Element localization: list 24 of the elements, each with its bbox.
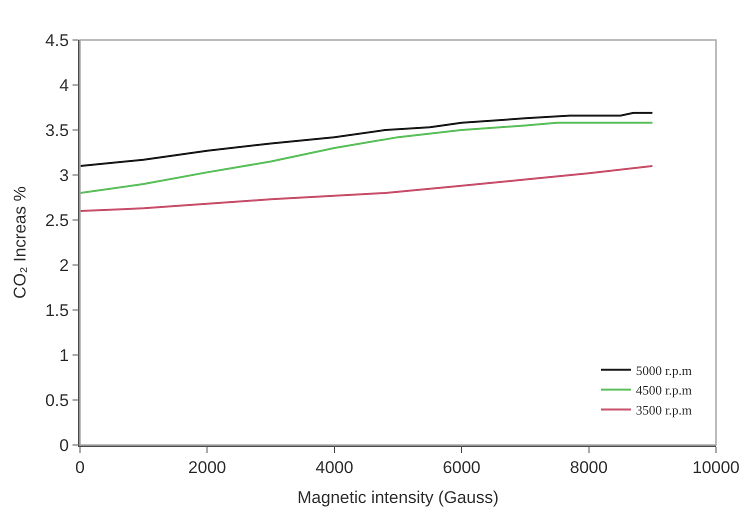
legend-label: 4500 r.p.m (636, 382, 692, 398)
x-axis-title: Magnetic intensity (Gauss) (297, 488, 499, 508)
x-tick-label: 10000 (692, 458, 740, 478)
y-tick-label: 1 (59, 346, 69, 365)
y-tick-label: 4.5 (45, 30, 69, 50)
y-tick-label: 4 (59, 76, 69, 95)
y-tick-label: 3 (59, 166, 69, 185)
line-series (80, 165, 654, 212)
y-axis-title: CO₂ Increas % (10, 186, 30, 299)
x-tick-label: 0 (75, 458, 85, 478)
y-tick-label: 0.5 (45, 390, 69, 410)
y-tick-label: 2 (59, 256, 69, 275)
y-tick-label: 0 (59, 436, 69, 455)
x-tick-label: 2000 (188, 458, 226, 478)
y-tick-label: 2.5 (45, 210, 69, 230)
x-tick-label: 6000 (442, 458, 481, 478)
legend-label: 5000 r.p.m (636, 362, 692, 378)
x-tick-label: 4000 (315, 458, 354, 478)
line-series (80, 122, 654, 194)
legend-label: 3500 r.p.m (636, 402, 692, 418)
x-tick-label: 8000 (570, 458, 608, 478)
y-tick-label: 1.5 (45, 300, 69, 320)
line-series (80, 112, 654, 167)
y-tick-label: 3.5 (45, 120, 69, 140)
